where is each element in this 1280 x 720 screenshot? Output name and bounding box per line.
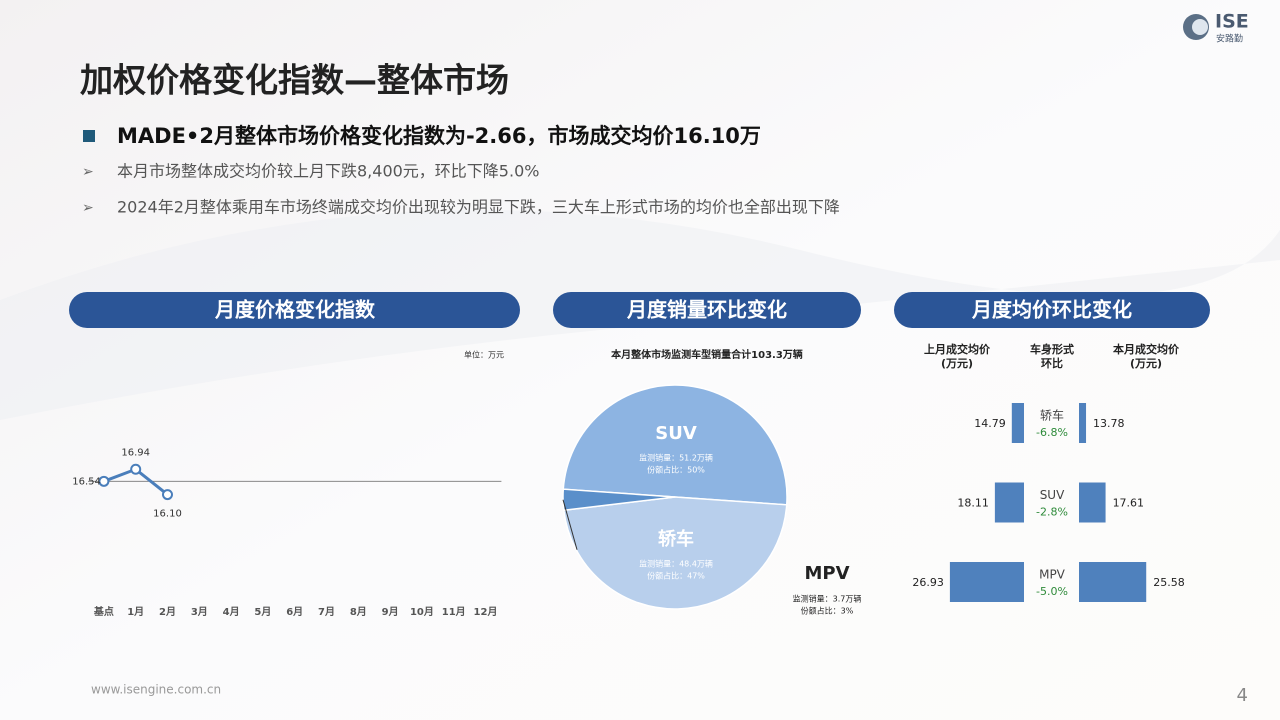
chart-subtitle: 本月整体市场监测车型销量合计103.3万辆	[611, 348, 803, 361]
column-header: (万元)	[941, 357, 973, 370]
slice-share: 份额占比：47%	[647, 571, 705, 581]
section-band	[553, 292, 861, 328]
slide-title: 加权价格变化指数—整体市场	[80, 61, 509, 100]
bar	[1079, 403, 1087, 443]
point	[130, 463, 142, 475]
logo: ISE 安路勤	[1183, 11, 1249, 45]
change-label: -5.0%	[1036, 585, 1068, 598]
bullet-arrow: ➢	[82, 200, 94, 216]
x-tick-label: 6月	[286, 606, 303, 618]
x-tick-label: 2月	[159, 606, 176, 618]
slice-label: 轿车	[658, 528, 694, 550]
x-tick-label: 基点	[93, 605, 114, 618]
logo-sub: 安路勤	[1216, 33, 1243, 45]
point	[162, 489, 173, 501]
bar	[994, 482, 1024, 523]
slice-share: 份额占比：3%	[801, 606, 854, 616]
change-label: -6.8%	[1036, 426, 1068, 439]
data-label: 16.94	[121, 447, 150, 458]
logo-icon	[1192, 19, 1208, 35]
column-header: 环比	[1041, 356, 1063, 370]
slice-label: SUV	[655, 423, 697, 444]
point	[98, 475, 110, 487]
logo-text: ISE	[1215, 11, 1249, 33]
footer-url: www.isengine.com.cn	[91, 683, 221, 697]
data-label: 17.61	[1113, 497, 1145, 510]
x-tick-label: 3月	[191, 606, 208, 618]
unit-label: 单位：万元	[464, 350, 504, 360]
x-tick-label: 1月	[127, 606, 144, 618]
column-header: (万元)	[1130, 357, 1162, 370]
bar	[1011, 403, 1024, 443]
chart-title: 月度价格变化指数	[214, 298, 376, 322]
slice-sales: 监测销量：3.7万辆	[793, 594, 862, 604]
x-tick-label: 5月	[254, 606, 271, 618]
slice-share: 份额占比：50%	[647, 465, 705, 475]
data-label: 25.58	[1153, 576, 1185, 589]
data-label: 26.93	[912, 576, 944, 589]
data-label: 13.78	[1093, 417, 1125, 430]
bullet-item: 2024年2月整体乘用车市场终端成交均价出现较为明显下跌，三大车上形式市场的均价…	[117, 198, 840, 217]
category-label: SUV	[1040, 488, 1065, 502]
column-header: 上月成交均价	[924, 342, 991, 356]
chart-title: 月度销量环比变化	[626, 298, 787, 322]
bar	[949, 562, 1024, 602]
slice-sales: 监测销量：51.2万辆	[639, 453, 713, 463]
data-label: 16.10	[153, 509, 182, 520]
x-tick-label: 11月	[442, 606, 466, 618]
slice-label: MPV	[804, 563, 849, 584]
x-tick-label: 12月	[474, 606, 498, 618]
x-tick-label: 7月	[318, 606, 335, 618]
pie-slice	[562, 384, 788, 506]
column-header: 本月成交均价	[1113, 342, 1180, 356]
chart-title: 月度均价环比变化	[971, 298, 1132, 322]
bar	[1079, 562, 1147, 602]
bullet-arrow: ➢	[82, 164, 94, 180]
data-label: 18.11	[957, 497, 989, 510]
bullet-square	[83, 130, 95, 142]
section-band	[894, 292, 1210, 328]
section-band	[69, 292, 520, 328]
data-label: 16.54	[72, 476, 101, 487]
data-label: 14.79	[974, 417, 1006, 430]
category-label: MPV	[1039, 568, 1066, 582]
x-tick-label: 9月	[382, 606, 399, 618]
change-label: -2.8%	[1036, 506, 1068, 519]
pie-slice	[562, 488, 676, 512]
x-tick-label: 8月	[350, 606, 367, 618]
bullet-main: MADE•2月整体市场价格变化指数为-2.66，市场成交均价16.10万	[117, 124, 761, 148]
category-label: 轿车	[1040, 408, 1064, 423]
slice-sales: 监测销量：48.4万辆	[639, 559, 713, 569]
x-tick-label: 10月	[410, 606, 434, 618]
pie-slice	[562, 496, 788, 610]
leader-line	[562, 499, 578, 550]
bar	[1079, 482, 1106, 523]
page-number: 4	[1237, 685, 1248, 706]
x-tick-label: 4月	[223, 606, 240, 618]
bullet-item: 本月市场整体成交均价较上月下跌8,400元，环比下降5.0%	[117, 162, 539, 181]
column-header: 车身形式	[1030, 342, 1074, 356]
